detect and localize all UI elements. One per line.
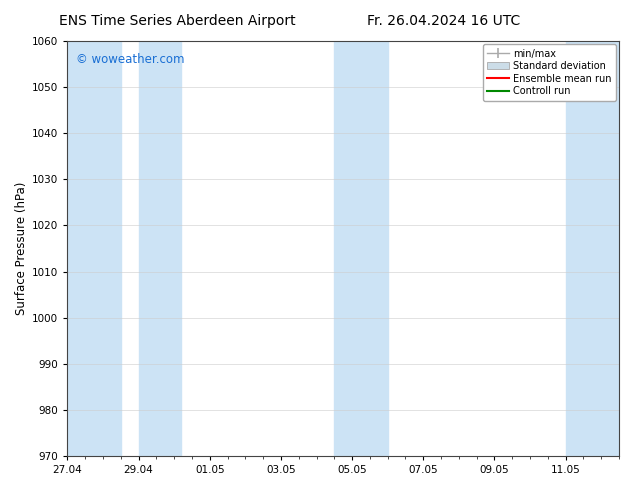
Text: ENS Time Series Aberdeen Airport: ENS Time Series Aberdeen Airport xyxy=(59,14,296,28)
Bar xyxy=(334,41,388,456)
Bar xyxy=(139,41,181,456)
Text: © woweather.com: © woweather.com xyxy=(75,53,184,67)
Y-axis label: Surface Pressure (hPa): Surface Pressure (hPa) xyxy=(15,182,28,315)
Bar xyxy=(566,41,619,456)
Bar xyxy=(67,41,121,456)
Text: Fr. 26.04.2024 16 UTC: Fr. 26.04.2024 16 UTC xyxy=(367,14,521,28)
Legend: min/max, Standard deviation, Ensemble mean run, Controll run: min/max, Standard deviation, Ensemble me… xyxy=(482,44,616,101)
